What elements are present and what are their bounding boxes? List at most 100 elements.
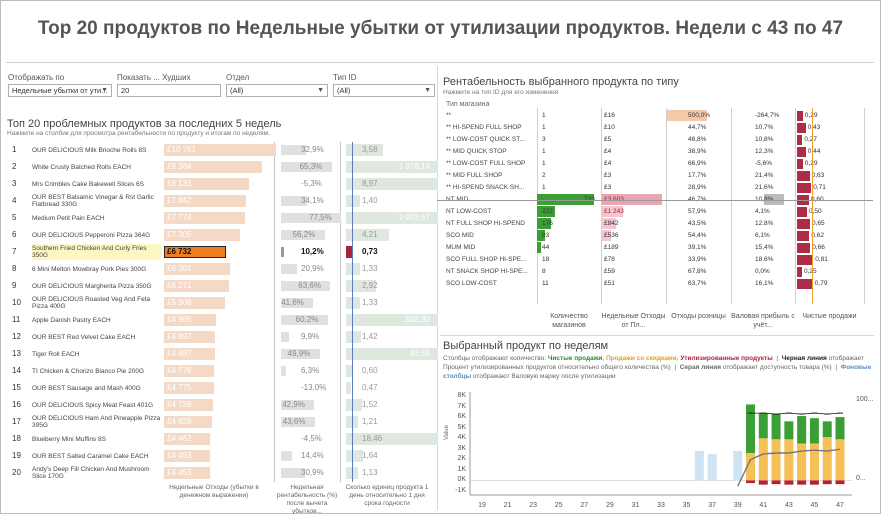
product-name[interactable]: White Crusty Batched Rolls EACH (32, 163, 131, 171)
table-row[interactable]: 1 OUR DELICIOUS Milk Brioche Rolls 8S £10 … (6, 142, 434, 158)
store-type-row[interactable]: ** LOW-COST FULL SHOP 1 £4 66,9% -5,6% 0,29 (444, 158, 872, 170)
store-type-row[interactable]: NT FULL SHOP HI-SPEND 176 £842 43,5% 12.8% 0,… (444, 218, 872, 230)
filter-display-by[interactable]: Отображать по Недельные убытки от ути...… (8, 73, 112, 97)
table-row[interactable]: 9 OUR DELICIOUS Margherita Pizza 350G £6 2… (6, 278, 434, 294)
units-bar[interactable] (346, 212, 438, 224)
profit-bar[interactable] (281, 400, 315, 410)
filter-department[interactable]: Отдел (All) ▼ (226, 73, 328, 97)
store-type-name[interactable]: SCO LOW-COST (446, 280, 497, 287)
loss-bar[interactable] (164, 331, 215, 343)
loss-bar[interactable] (164, 382, 214, 394)
store-type-name[interactable]: NT SNACK SHOP HI-SPE... (446, 268, 528, 275)
store-type-row[interactable]: ** HI-SPEND SNACK SH... 1 £3 28,9% 21,6% 0,71 (444, 182, 872, 194)
store-type-row[interactable]: ** HI-SPEND FULL SHOP 1 £10 44,7% 10,7% 0,43 (444, 122, 872, 134)
units-bar[interactable] (346, 433, 438, 445)
store-type-name[interactable]: NT MID (446, 196, 538, 203)
units-bar[interactable] (346, 178, 438, 190)
product-name[interactable]: Southern Fried Chicken And Curly Fries 3… (32, 244, 162, 260)
store-type-row[interactable]: SCO MID 93 £536 54,4% 6,1% 0,62 (444, 230, 872, 242)
product-name[interactable]: OUR DELICIOUS Pepperoni Pizza 364G (32, 231, 151, 239)
filter-input[interactable]: 20 (117, 84, 221, 97)
product-name[interactable]: OUR DELICIOUS Milk Brioche Rolls 8S (32, 146, 147, 154)
store-type-row[interactable]: SCO FULL SHOP HI-SPE... 18 £78 33,9% 18.6% 0,… (444, 254, 872, 266)
profit-bar[interactable] (281, 366, 286, 376)
store-type-row[interactable]: NT LOW-COST 222 £1 243 57,9% 4,1% 0,50 (444, 206, 872, 218)
store-type-name[interactable]: SCO FULL SHOP HI-SPE... (446, 256, 527, 263)
product-name[interactable]: OUR DELICIOUS Spicy Meat Feast 401G (32, 401, 154, 409)
loss-bar[interactable] (164, 433, 211, 445)
loss-bar[interactable] (164, 144, 276, 156)
profit-bar[interactable] (281, 213, 342, 223)
loss-bar[interactable] (164, 399, 214, 411)
table-row[interactable]: 4 OUR BEST Balsamic Vinegar & Rst Garlic … (6, 193, 434, 209)
profit-bar[interactable] (281, 298, 314, 308)
store-type-row[interactable]: SCO LOW-COST 11 £51 63,7% 16,1% 0,79 (444, 278, 872, 290)
product-name[interactable]: Andy's Deep Fill Chicken And Mushroom Sl… (32, 466, 150, 480)
loss-bar[interactable] (164, 212, 245, 224)
store-type-name[interactable]: NT LOW-COST (446, 208, 492, 215)
store-type-name[interactable]: MUM MID (446, 244, 476, 251)
profit-bar[interactable] (281, 315, 328, 325)
table-row[interactable]: 5 Medium Petit Pain EACH £7 774 77,5% 2 072,… (6, 210, 438, 226)
units-bar[interactable] (346, 246, 352, 258)
filter-dropdown[interactable]: (All) ▼ (226, 84, 328, 97)
product-name[interactable]: Apple Danish Pastry EACH (32, 316, 111, 324)
loss-bar[interactable] (164, 178, 249, 190)
profit-bar[interactable] (281, 468, 305, 478)
store-type-name[interactable]: ** LOW-COST FULL SHOP (446, 160, 526, 167)
product-name[interactable]: Tiger Roll EACH (32, 350, 80, 358)
units-bar[interactable] (346, 365, 353, 377)
units-bar[interactable] (346, 314, 438, 326)
table-row[interactable]: 16 OUR DELICIOUS Spicy Meat Feast 401G £4 … (6, 397, 434, 413)
units-bar[interactable] (346, 331, 361, 343)
units-bar[interactable] (346, 348, 438, 360)
units-bar[interactable] (346, 450, 363, 462)
loss-bar[interactable] (164, 450, 211, 462)
table-row[interactable]: 19 OUR BEST Salted Caramel Cake EACH £4 45… (6, 448, 434, 464)
table-row[interactable]: 2 White Crusty Batched Rolls EACH £9 384 65… (6, 159, 438, 175)
store-type-name[interactable]: ** HI-SPEND SNACK SH... (446, 184, 525, 191)
store-type-row[interactable]: MUM MID 44 £189 39,1% 15,4% 0,66 (444, 242, 872, 254)
table-row[interactable]: 8 6 Mini Melton Mowbray Pork Pies 300G £6 … (6, 261, 434, 277)
filter-show-worst[interactable]: Показать ... Худших 20 (117, 73, 221, 97)
store-type-row[interactable]: NT SNACK SHOP HI-SPE... 8 £59 67,8% 0,0% 0,25 (444, 266, 872, 278)
loss-bar[interactable] (164, 416, 213, 428)
product-name[interactable]: OUR DELICIOUS Ham And Pineapple Pizza 39… (32, 415, 161, 429)
product-name[interactable]: OUR BEST Balsamic Vinegar & Rst Garlic F… (32, 194, 154, 208)
units-bar[interactable] (346, 161, 438, 173)
product-name[interactable]: OUR BEST Sausage and Mash 400G (32, 384, 141, 392)
product-name[interactable]: 6 Mini Melton Mowbray Pork Pies 300G (32, 265, 147, 273)
units-bar[interactable] (346, 467, 358, 479)
profit-bar[interactable] (281, 145, 307, 155)
chevron-down-icon[interactable]: ▼ (424, 87, 431, 94)
store-type-name[interactable]: ** (446, 112, 452, 119)
product-name[interactable]: Blueberry Mini Muffins 8S (32, 435, 106, 443)
loss-bar[interactable] (164, 297, 226, 309)
profit-bar[interactable] (281, 332, 289, 342)
store-type-name[interactable]: NT FULL SHOP HI-SPEND (446, 220, 525, 227)
product-name[interactable]: OUR DELICIOUS Margherita Pizza 350G (32, 282, 152, 290)
product-name[interactable]: OUR DELICIOUS Roasted Veg And Feta Pizza… (32, 296, 151, 310)
filter-type-id[interactable]: Тип ID (All) ▼ (333, 73, 435, 97)
table-row[interactable]: 17 OUR DELICIOUS Ham And Pineapple Pizza … (6, 414, 434, 430)
profit-bar[interactable] (281, 196, 308, 206)
profit-bar[interactable] (281, 264, 298, 274)
chevron-down-icon[interactable]: ▼ (101, 87, 108, 94)
product-name[interactable]: OUR BEST Salted Caramel Cake EACH (32, 452, 149, 460)
store-type-name[interactable]: ** LOW-COST QUICK ST... (446, 136, 525, 143)
store-type-name[interactable]: ** HI-SPEND FULL SHOP (446, 124, 522, 131)
loss-bar[interactable] (164, 365, 214, 377)
store-type-name[interactable]: ** MID QUICK STOP (446, 148, 507, 155)
units-bar[interactable] (346, 382, 351, 394)
store-type-name[interactable]: SCO MID (446, 232, 474, 239)
filter-dropdown[interactable]: Недельные убытки от ути... ▼ (8, 84, 112, 97)
table-row[interactable]: 15 OUR BEST Sausage and Mash 400G £4 775 -1… (6, 380, 434, 396)
table-row[interactable]: 10 OUR DELICIOUS Roasted Veg And Feta Piz… (6, 295, 434, 311)
profit-bar[interactable] (281, 417, 315, 427)
table-row[interactable]: 18 Blueberry Mini Muffins 8S £4 462 -4,5% 18… (6, 431, 438, 447)
loss-bar[interactable] (164, 263, 230, 275)
loss-bar[interactable] (164, 280, 230, 292)
loss-bar[interactable] (164, 246, 226, 258)
product-name[interactable]: TI Chicken & Chorizo Bianco Pie 200G (32, 367, 144, 375)
units-bar[interactable] (346, 399, 362, 411)
